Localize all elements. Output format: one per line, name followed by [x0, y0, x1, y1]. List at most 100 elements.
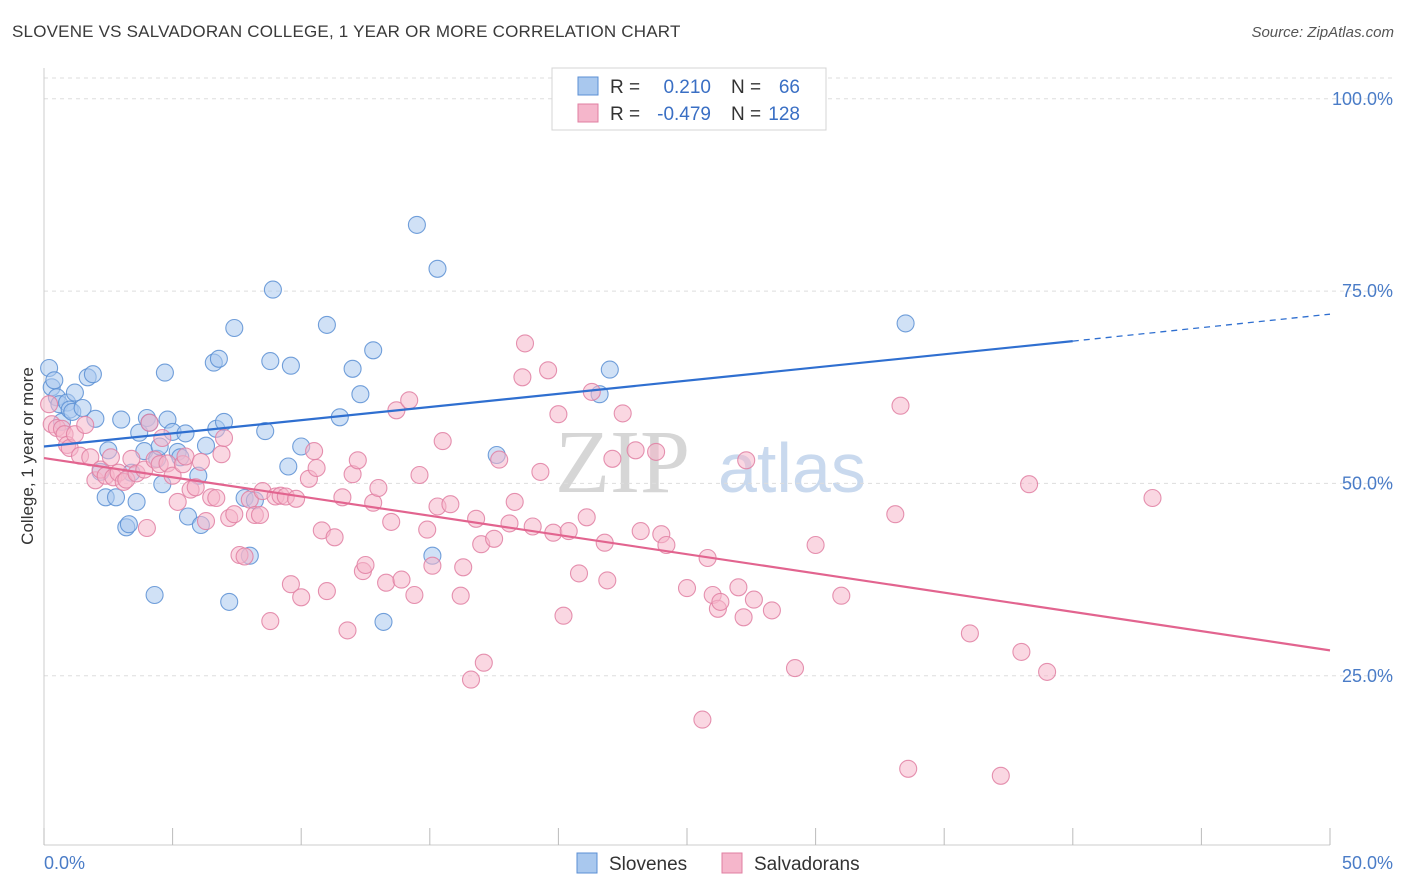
salvadorans-point-73 [400, 391, 419, 410]
salvadorans-point-38 [212, 445, 231, 464]
salvadorans-point-39 [214, 428, 234, 448]
trend-lines [43, 313, 1331, 652]
bottom-legend-label-salvadorans: Salvadorans [754, 854, 860, 875]
salvadorans-point-125 [832, 586, 851, 605]
y-tick-label-25: 25.0% [1342, 666, 1393, 686]
legend-n-value-1: 128 [768, 104, 800, 125]
watermark-zip: ZIP [555, 413, 690, 512]
slovenes-point-22 [127, 492, 146, 511]
salvadorans-point-74 [405, 585, 424, 605]
salvadorans-point-69 [377, 573, 396, 592]
salvadorans-point-0 [40, 395, 59, 414]
slovenes-point-50 [256, 422, 275, 441]
salvadorans-point-43 [235, 547, 254, 566]
series-legend: Slovenes Salvadorans [576, 852, 860, 875]
x-axis-ticks [43, 828, 1331, 845]
legend-r-label-1: R = [610, 104, 640, 125]
slovenes-point-37 [178, 507, 198, 526]
salvadorans-point-107 [626, 441, 645, 460]
salvadorans-point-88 [490, 450, 509, 469]
salvadorans-point-111 [657, 535, 676, 555]
slovenes-point-18 [112, 410, 131, 429]
salvadorans-point-41 [225, 505, 244, 524]
salvadorans-point-14 [101, 448, 120, 467]
salvadorans-point-117 [711, 592, 730, 611]
y-tick-label-50: 50.0% [1342, 473, 1393, 493]
salvadorans-point-81 [451, 586, 470, 605]
salvadorans-point-127 [891, 396, 910, 415]
salvadorans-point-77 [423, 556, 442, 575]
x-tick-label-min: 0.0% [44, 853, 85, 873]
slovenes-point-53 [279, 457, 298, 476]
salvadorans-point-33 [186, 478, 205, 497]
salvadorans-point-35 [196, 512, 216, 531]
legend-n-value-0: 66 [779, 77, 800, 98]
salvadorans-point-106 [613, 404, 632, 423]
slovenes-point-56 [317, 315, 336, 334]
salvadorans-point-52 [281, 575, 300, 594]
salvadorans-point-9 [76, 415, 95, 435]
salvadorans-point-64 [348, 451, 367, 470]
salvadorans-point-56 [305, 442, 324, 461]
x-tick-label-max: 50.0% [1342, 853, 1393, 873]
salvadorans-point-70 [382, 512, 401, 531]
salvadorans-point-100 [569, 564, 589, 583]
salvadorans-point-122 [762, 601, 781, 620]
correlation-legend: R = 0.210 N = 66 R = -0.479 N = 128 [551, 67, 827, 131]
y-axis-title: College, 1 year or more [18, 367, 37, 545]
salvadorans-point-60 [325, 528, 344, 547]
salvadorans-point-75 [410, 465, 429, 485]
salvadorans-point-29 [168, 492, 187, 511]
slovenes-point-58 [343, 359, 362, 378]
salvadorans-point-34 [191, 452, 210, 471]
salvadorans-point-46 [250, 505, 270, 525]
salvadorans-point-54 [292, 588, 311, 607]
salvadorans-point-124 [806, 535, 825, 555]
legend-swatch-salvadorans [577, 103, 599, 123]
salvadorans-point-119 [734, 608, 753, 627]
slovenes-point-68 [896, 314, 915, 333]
slovenes-point-64 [428, 259, 447, 278]
chart-title: SLOVENE VS SALVADORAN COLLEGE, 1 YEAR OR… [12, 22, 681, 41]
salvadorans-point-112 [677, 579, 697, 598]
salvadorans-point-62 [338, 621, 357, 640]
slovenes-point-27 [145, 585, 164, 605]
slovenes-point-52 [263, 280, 282, 299]
slovenes-point-12 [83, 365, 102, 384]
salvadorans-point-97 [549, 405, 568, 424]
salvadorans-point-118 [729, 578, 748, 597]
chart-source: Source: ZipAtlas.com [1251, 24, 1394, 41]
salvadorans-point-86 [474, 653, 493, 672]
salvadorans-point-134 [1143, 488, 1162, 508]
y-axis-tick-labels: 25.0% 50.0% 75.0% 100.0% [1332, 89, 1393, 686]
bottom-legend-label-slovenes: Slovenes [609, 854, 687, 875]
slovenes-point-43 [209, 349, 228, 368]
salvadorans-point-37 [207, 488, 226, 508]
slovenes-point-20 [119, 515, 138, 534]
salvadorans-point-82 [454, 558, 473, 577]
salvadorans-point-92 [515, 334, 535, 353]
slovenes-point-60 [364, 341, 383, 360]
salvadorans-point-133 [1038, 662, 1057, 681]
y-tick-label-100: 100.0% [1332, 89, 1393, 109]
salvadorans-point-59 [317, 582, 336, 601]
slovenes-point-2 [45, 371, 64, 390]
salvadorans-point-132 [1020, 475, 1039, 494]
salvadorans-point-84 [467, 509, 486, 528]
salvadorans-point-22 [137, 518, 156, 538]
salvadorans-point-83 [461, 670, 481, 689]
salvadorans-point-26 [153, 428, 172, 448]
salvadorans-point-94 [531, 462, 550, 481]
salvadorans-point-48 [261, 612, 280, 631]
salvadorans-point-131 [1012, 642, 1031, 661]
legend-r-value-0: 0.210 [663, 77, 711, 98]
legend-n-label-1: N = [731, 104, 761, 125]
slovenes-point-54 [281, 356, 300, 375]
salvadorans-point-91 [513, 368, 532, 387]
slovenes-point-67 [600, 360, 619, 379]
salvadorans-point-90 [505, 492, 524, 511]
slovenes-point-59 [351, 385, 370, 404]
salvadorans-point-126 [886, 505, 905, 524]
trend-line-slovenes-extension [1072, 313, 1331, 342]
slovenes-point-62 [407, 215, 426, 234]
